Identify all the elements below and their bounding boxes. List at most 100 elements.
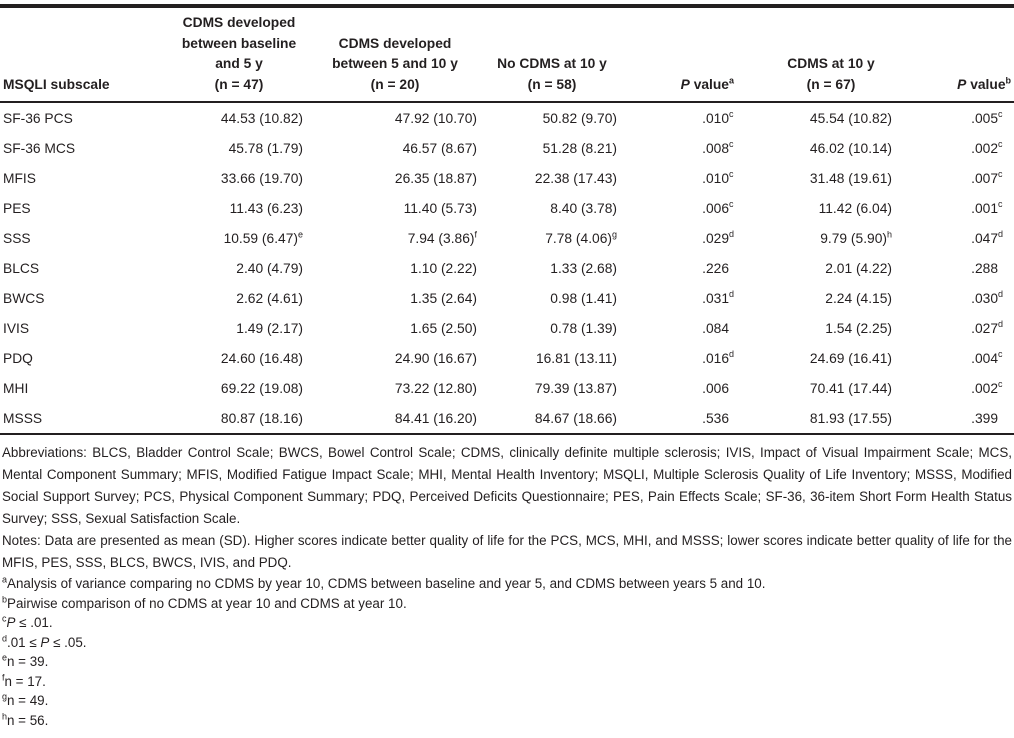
cell-value: 84.41 (16.20) xyxy=(394,410,477,426)
column-header-p-value-b: P valueb xyxy=(897,8,1014,103)
footnote-notes: Notes: Data are presented as mean (SD). … xyxy=(2,533,1012,570)
cell-value: 7.78 (4.06)g xyxy=(545,228,617,246)
cell-value: .226 xyxy=(702,260,729,276)
cell-value: 46.57 (8.67) xyxy=(402,140,477,156)
cell-value: .029d xyxy=(702,228,735,246)
column-header-msqli-subscale: MSQLI subscale xyxy=(0,8,150,103)
cell-value: 45.78 (1.79) xyxy=(228,140,303,156)
cell-value: 2.40 (4.79) xyxy=(236,260,303,276)
cell-value: .010c xyxy=(702,108,734,126)
column-header-cdms-10y: CDMS at 10 y (n = 67) xyxy=(737,8,897,103)
row-label: MFIS xyxy=(3,170,36,186)
footnotes-section: Abbreviations: BLCS, Bladder Control Sca… xyxy=(0,442,1014,730)
cell-value: .002c xyxy=(971,378,1003,396)
cell-value: 69.22 (19.08) xyxy=(220,380,303,396)
table-row: SF-36 PCS 44.53 (10.82) 47.92 (10.70) 50.82… xyxy=(0,102,1014,133)
cell-value: .047d xyxy=(971,228,1004,246)
cell-value: .399 xyxy=(971,410,998,426)
cell-value: .027d xyxy=(971,318,1004,336)
row-label: PES xyxy=(3,200,31,216)
row-label: BLCS xyxy=(3,260,40,276)
cell-value: 0.78 (1.39) xyxy=(550,320,617,336)
cell-value: .031d xyxy=(702,288,735,306)
column-header-no-cdms-10y: No CDMS at 10 y (n = 58) xyxy=(482,8,622,103)
row-label: SF-36 MCS xyxy=(3,140,76,156)
cell-value: .001c xyxy=(971,198,1003,216)
cell-value: 1.65 (2.50) xyxy=(410,320,477,336)
cell-value: 47.92 (10.70) xyxy=(394,110,477,126)
cell-value: 1.54 (2.25) xyxy=(825,320,892,336)
column-header-cdms-5-10y: CDMS developed between 5 and 10 y (n = 20) xyxy=(308,8,482,103)
table-row: MSSS 80.87 (18.16) 84.41 (16.20) 84.67 (18.… xyxy=(0,403,1014,434)
table-row: BLCS 2.40 (4.79) 1.10 (2.22) 1.33 (2.68) .22… xyxy=(0,253,1014,283)
row-label: BWCS xyxy=(3,290,45,306)
cell-value: 70.41 (17.44) xyxy=(809,380,892,396)
cell-value: 2.24 (4.15) xyxy=(825,290,892,306)
cell-value: 8.40 (3.78) xyxy=(550,200,617,216)
cell-value: 1.49 (2.17) xyxy=(236,320,303,336)
cell-value: .004c xyxy=(971,348,1003,366)
cell-value: 22.38 (17.43) xyxy=(534,170,617,186)
table-row: BWCS 2.62 (4.61) 1.35 (2.64) 0.98 (1.41) .03… xyxy=(0,283,1014,313)
cell-value: .084 xyxy=(702,320,729,336)
column-header-p-value-a: P valuea xyxy=(622,8,737,103)
footnote-c: cP ≤ .01. xyxy=(2,613,53,630)
cell-value: 11.40 (5.73) xyxy=(403,200,477,216)
table-row: PES 11.43 (6.23) 11.40 (5.73) 8.40 (3.78) .0… xyxy=(0,193,1014,223)
cell-value: .010c xyxy=(702,168,734,186)
cell-value: 11.43 (6.23) xyxy=(229,200,303,216)
row-label: PDQ xyxy=(3,350,33,366)
cell-value: 81.93 (17.55) xyxy=(809,410,892,426)
cell-value: 2.62 (4.61) xyxy=(236,290,303,306)
cell-value: .007c xyxy=(971,168,1003,186)
cell-value: 1.35 (2.64) xyxy=(410,290,477,306)
footnote-b: bPairwise comparison of no CDMS at year … xyxy=(2,594,407,611)
table-row: SF-36 MCS 45.78 (1.79) 46.57 (8.67) 51.28 (… xyxy=(0,133,1014,163)
table-row: MHI 69.22 (19.08) 73.22 (12.80) 79.39 (13.8… xyxy=(0,373,1014,403)
cell-value: .008c xyxy=(702,138,734,156)
footnote-h: hn = 56. xyxy=(2,711,49,728)
footnote-a: aAnalysis of variance comparing no CDMS … xyxy=(2,574,766,591)
cell-value: 11.42 (6.04) xyxy=(818,200,892,216)
cell-value: 24.69 (16.41) xyxy=(809,350,892,366)
cell-value: 51.28 (8.21) xyxy=(542,140,617,156)
cell-value: .006 xyxy=(702,380,729,396)
row-label: MHI xyxy=(3,380,29,396)
cell-value: 80.87 (18.16) xyxy=(220,410,303,426)
cell-value: .030d xyxy=(971,288,1004,306)
cell-value: 33.66 (19.70) xyxy=(220,170,303,186)
row-label: SF-36 PCS xyxy=(3,110,73,126)
footnote-e: en = 39. xyxy=(2,652,49,669)
table-row: IVIS 1.49 (2.17) 1.65 (2.50) 0.78 (1.39) .08… xyxy=(0,313,1014,343)
cell-value: 31.48 (19.61) xyxy=(809,170,892,186)
row-label: IVIS xyxy=(3,320,30,336)
cell-value: 24.90 (16.67) xyxy=(394,350,477,366)
cell-value: 16.81 (13.11) xyxy=(535,350,617,366)
footnote-letters: aAnalysis of variance comparing no CDMS … xyxy=(2,574,1012,730)
paper-table-page: MSQLI subscale CDMS developed between base… xyxy=(0,4,1014,730)
row-label: SSS xyxy=(3,230,31,246)
cell-value: 24.60 (16.48) xyxy=(220,350,303,366)
cell-value: .002c xyxy=(971,138,1003,156)
table-row: SSS 10.59 (6.47)e 7.94 (3.86)f 7.78 (4.06)g… xyxy=(0,223,1014,253)
cell-value: .006c xyxy=(702,198,734,216)
cell-value: 0.98 (1.41) xyxy=(550,290,617,306)
cell-value: 26.35 (18.87) xyxy=(394,170,477,186)
cell-value: 1.33 (2.68) xyxy=(550,260,617,276)
cell-value: 7.94 (3.86)f xyxy=(407,228,477,246)
cell-value: .016d xyxy=(702,348,735,366)
cell-value: .536 xyxy=(702,410,729,426)
footnote-abbreviations: Abbreviations: BLCS, Bladder Control Sca… xyxy=(2,445,1012,526)
cell-value: .288 xyxy=(971,260,998,276)
cell-value: .005c xyxy=(971,108,1003,126)
footnote-f: fn = 17. xyxy=(2,672,46,689)
cell-value: 79.39 (13.87) xyxy=(534,380,617,396)
table-row: MFIS 33.66 (19.70) 26.35 (18.87) 22.38 (17.… xyxy=(0,163,1014,193)
cell-value: 45.54 (10.82) xyxy=(809,110,892,126)
table-top-rule xyxy=(0,4,1014,8)
footnote-d: d.01 ≤ P ≤ .05. xyxy=(2,633,87,650)
results-table: MSQLI subscale CDMS developed between base… xyxy=(0,8,1014,435)
cell-value: 9.79 (5.90)h xyxy=(820,228,892,246)
cell-value: 50.82 (9.70) xyxy=(542,110,617,126)
cell-value: 10.59 (6.47)e xyxy=(223,228,303,246)
